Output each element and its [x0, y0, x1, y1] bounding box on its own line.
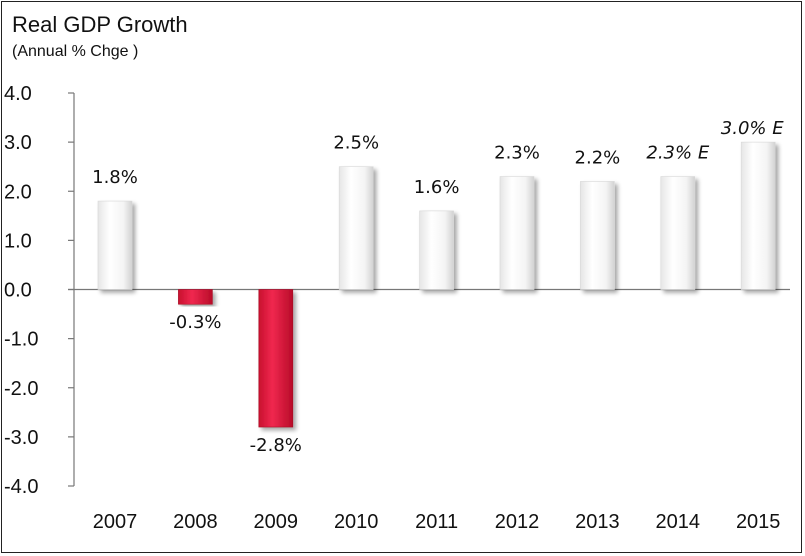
x-tick-label: 2014	[656, 511, 701, 533]
data-label-2011: 1.6%	[414, 177, 460, 198]
y-tick-label: 0.0	[4, 280, 32, 302]
x-tick-label: 2010	[334, 511, 379, 533]
x-tick-label: 2009	[254, 511, 299, 533]
bar-2015	[740, 141, 776, 290]
x-tick-label: 2015	[736, 511, 781, 533]
bar-2009	[258, 289, 294, 428]
bar-2012	[499, 176, 535, 290]
data-label-2015: 3.0% E	[721, 118, 784, 139]
x-tick-label: 2011	[415, 511, 458, 533]
y-tick-label: 1.0	[4, 230, 32, 252]
data-label-2008: -0.3%	[169, 312, 221, 333]
y-tick-label: -4.0	[4, 476, 38, 498]
data-label-2009: -2.8%	[250, 435, 302, 456]
y-tick-label: -2.0	[4, 378, 38, 400]
data-label-2012: 2.3%	[494, 143, 540, 164]
chart-subtitle: (Annual % Chge )	[12, 43, 139, 60]
x-tick-label: 2013	[575, 511, 620, 533]
data-label-2014: 2.3% E	[646, 143, 709, 164]
y-tick-label: -3.0	[4, 427, 38, 449]
y-tick-label: 3.0	[4, 132, 32, 154]
data-label-2007: 1.8%	[92, 167, 138, 188]
bar-2007	[97, 200, 133, 290]
y-tick-label: -1.0	[4, 329, 38, 351]
bar-2014	[660, 176, 696, 290]
y-tick-label: 4.0	[4, 83, 32, 105]
data-label-2010: 2.5%	[333, 133, 379, 154]
bar-2011	[419, 210, 454, 290]
label-layer: 2007 1.8% 2008 -0.3% 2009 -2.8% 2010 2.5% 2011 1.…	[92, 118, 784, 533]
x-tick-label: 2012	[495, 511, 540, 533]
x-tick-label: 2008	[173, 511, 218, 533]
bar-2008	[178, 289, 213, 305]
data-label-2013: 2.2%	[575, 147, 621, 168]
y-tick-label: 2.0	[4, 181, 32, 203]
bar-2013	[580, 181, 615, 290]
x-tick-label: 2007	[93, 511, 138, 533]
bar-layer	[97, 141, 776, 428]
chart-title: Real GDP Growth	[12, 12, 188, 37]
bar-2010	[338, 166, 374, 290]
